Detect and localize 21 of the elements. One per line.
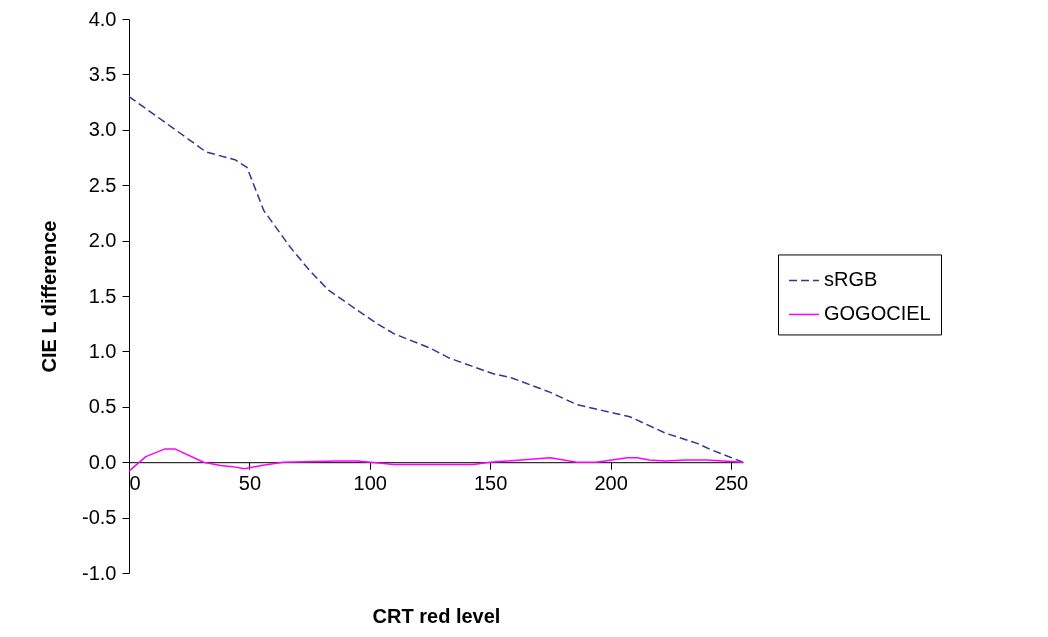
y-tick-label: 1.0	[88, 339, 117, 362]
y-tick-label: 3.0	[88, 118, 117, 141]
y-tick-label: 0.5	[88, 395, 117, 418]
x-tick-label: 150	[473, 471, 508, 494]
legend-label: sRGB	[824, 268, 878, 291]
y-tick-label: -1.0	[82, 561, 117, 584]
x-axis-title: CRT red level	[372, 604, 501, 627]
x-tick-label: 250	[714, 471, 749, 494]
y-tick-label: 4.0	[88, 7, 117, 30]
y-tick-label: 1.5	[88, 284, 117, 307]
y-axis-title: CIE L difference	[38, 220, 61, 373]
x-tick-label: 100	[353, 471, 387, 494]
y-tick-label: 3.5	[88, 62, 117, 85]
x-tick-label: 50	[238, 471, 262, 494]
y-tick-label: 2.0	[88, 229, 117, 252]
y-tick-label: 2.5	[88, 173, 117, 196]
x-tick-label: 0	[129, 471, 141, 494]
x-tick-label: 200	[594, 471, 628, 494]
legend-label: GOGOCIEL	[824, 302, 931, 325]
y-tick-label: 0.0	[88, 450, 117, 473]
y-tick-label: -0.5	[82, 506, 117, 529]
